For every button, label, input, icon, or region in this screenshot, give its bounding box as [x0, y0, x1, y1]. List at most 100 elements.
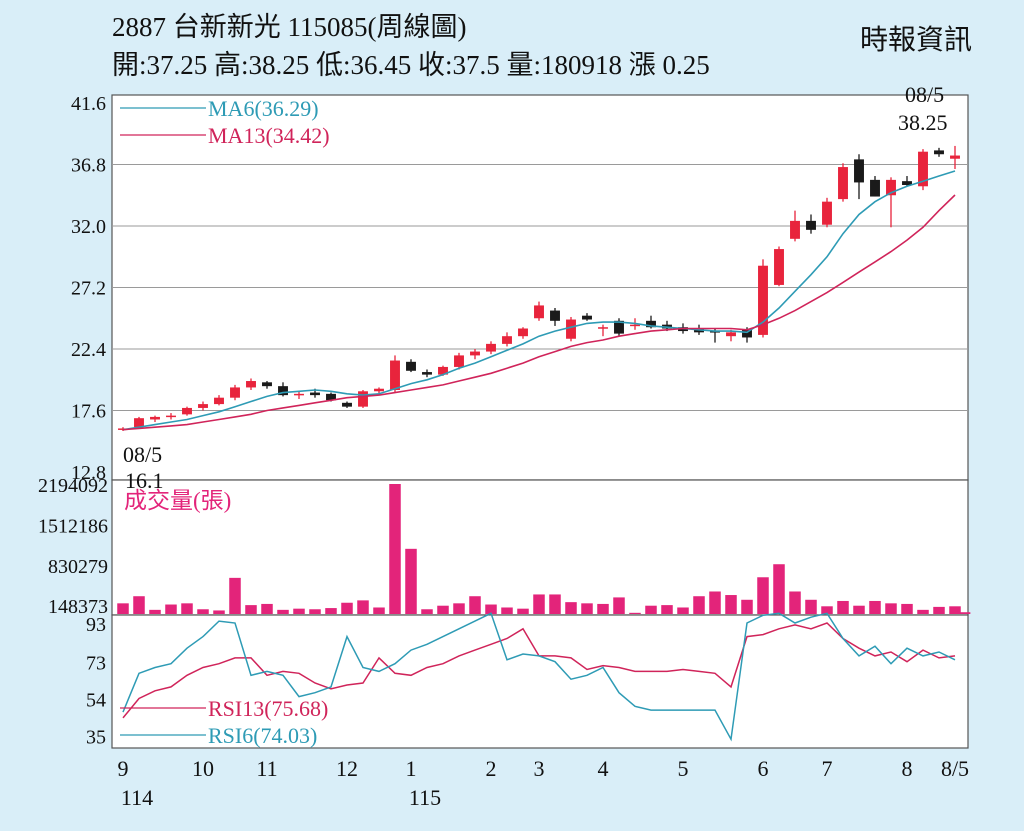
volume-panel	[111, 479, 969, 616]
x-tick-label: 5	[678, 756, 689, 781]
rsi-tick-label: 35	[86, 726, 106, 748]
candle-body	[454, 355, 464, 367]
volume-tick-label: 148373	[48, 596, 108, 618]
volume-bars	[117, 484, 971, 614]
volume-bar	[885, 603, 897, 614]
volume-bar	[485, 604, 497, 614]
candle-body	[742, 329, 752, 338]
low-annotation-value: 16.1	[125, 468, 164, 493]
volume-bar	[661, 605, 673, 614]
volume-bar	[677, 607, 689, 614]
candle-body	[886, 179, 896, 196]
volume-bar	[869, 600, 881, 614]
candle-body	[486, 343, 496, 352]
candle-body	[950, 155, 960, 159]
volume-bar	[581, 603, 593, 614]
candle-body	[342, 402, 352, 407]
candle-body	[566, 319, 576, 339]
candle-body	[326, 393, 336, 401]
x-year-label: 115	[409, 785, 441, 810]
candle-body	[214, 397, 224, 405]
candle-body	[726, 332, 736, 337]
volume-bar	[773, 564, 785, 614]
rsi6-line	[122, 612, 956, 742]
x-tick-label: 8/5	[941, 756, 969, 781]
candle-body	[182, 407, 192, 415]
volume-bar	[821, 606, 833, 614]
volume-bar	[565, 602, 577, 614]
price-tick-label: 27.2	[71, 278, 106, 300]
rsi13-legend-label: RSI13(75.68)	[208, 696, 328, 721]
volume-bar	[181, 603, 193, 614]
x-tick-label: 6	[758, 756, 769, 781]
candle-body	[582, 315, 592, 320]
volume-bar	[261, 603, 273, 614]
high-annotation-date: 08/5	[905, 82, 944, 107]
price-tick-label: 22.4	[71, 339, 106, 361]
x-tick-label: 9	[118, 756, 129, 781]
ma13-legend-label: MA13(34.42)	[208, 123, 330, 148]
volume-bar	[277, 609, 289, 614]
candle-body	[518, 328, 528, 337]
candle-body	[230, 387, 240, 398]
candle-body	[294, 393, 304, 396]
candle-body	[822, 201, 832, 225]
volume-bar	[437, 605, 449, 614]
price-stats: 開:37.25 高:38.25 低:36.45 收:37.5 量:180918 …	[112, 50, 710, 80]
volume-bar	[293, 608, 305, 614]
volume-bar	[389, 484, 401, 614]
candle-body	[374, 388, 384, 392]
volume-bar	[357, 600, 369, 614]
candle-body	[534, 305, 544, 319]
candle-body	[198, 404, 208, 408]
rsi-tick-label: 93	[86, 614, 106, 636]
ma6-line	[122, 170, 956, 431]
volume-bar	[645, 605, 657, 614]
candle-body	[934, 150, 944, 155]
volume-bar	[229, 577, 241, 614]
candle-body	[630, 324, 640, 327]
candle-body	[854, 159, 864, 183]
candle-body	[902, 181, 912, 185]
candle-body	[870, 179, 880, 197]
ma6-legend-label: MA6(36.29)	[208, 96, 319, 121]
x-tick-label: 4	[598, 756, 609, 781]
candle-body	[246, 381, 256, 388]
chart-title: 2887 台新新光 115085(周線圖)	[112, 12, 467, 42]
volume-tick-label: 1512186	[38, 515, 108, 537]
volume-bar	[421, 609, 433, 614]
volume-bar	[133, 596, 145, 614]
volume-bar	[958, 612, 971, 614]
volume-bar	[373, 607, 385, 614]
candle-body	[438, 366, 448, 375]
volume-bar	[901, 603, 913, 614]
volume-bar	[741, 599, 753, 614]
x-tick-label: 8	[902, 756, 913, 781]
volume-bar	[501, 607, 513, 614]
candle-body	[358, 391, 368, 407]
candle-body	[806, 220, 816, 230]
candle-body	[598, 327, 608, 329]
candle-body	[550, 310, 560, 321]
volume-bar	[613, 597, 625, 614]
candle-body	[166, 415, 176, 418]
ma13-line	[122, 194, 956, 431]
candle-body	[774, 249, 784, 285]
rsi-panel	[111, 614, 969, 749]
volume-bar	[117, 603, 129, 614]
volume-bar	[853, 605, 865, 614]
price-tick-label: 41.6	[71, 93, 106, 115]
candle-body	[390, 360, 400, 390]
volume-bar	[165, 604, 177, 614]
volume-bar	[757, 577, 769, 614]
volume-bar	[245, 605, 257, 614]
candle-body	[918, 151, 928, 187]
volume-bar	[597, 603, 609, 614]
volume-bar	[405, 548, 417, 614]
volume-bar	[933, 606, 945, 614]
candle-body	[262, 382, 272, 387]
volume-bar	[517, 608, 529, 614]
high-annotation-value: 38.25	[898, 110, 948, 135]
price-tick-label: 17.6	[71, 401, 106, 423]
